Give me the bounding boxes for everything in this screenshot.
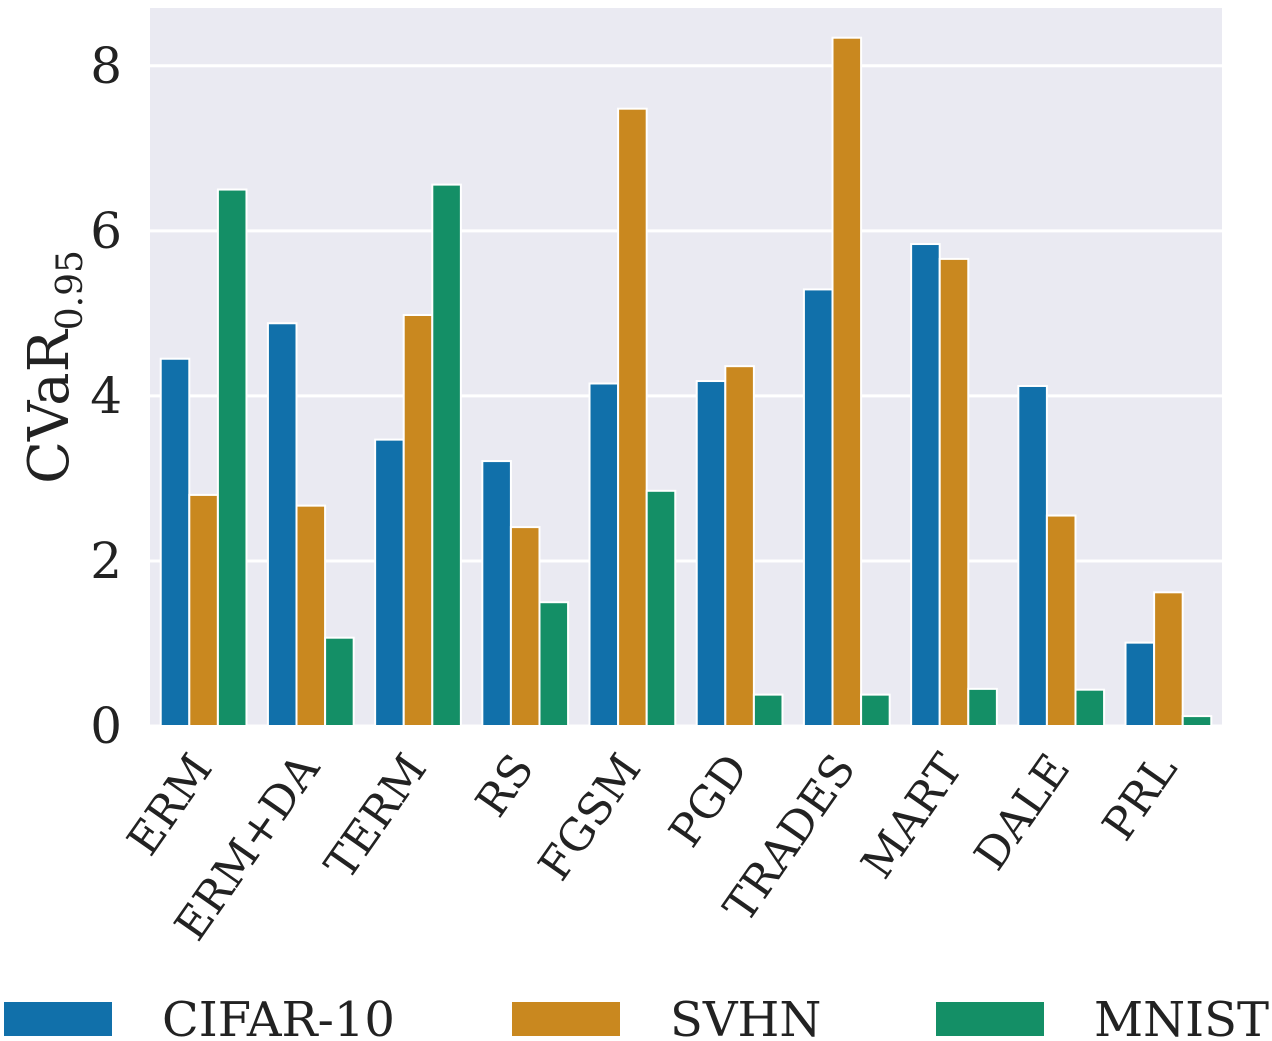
x-tick-label: MART	[852, 745, 973, 888]
y-tick-labels: 0 2 4 6 8	[90, 37, 122, 755]
bar-svhn-fgsm	[617, 107, 648, 727]
bar-svhn-erm	[188, 493, 219, 727]
legend-swatch-cifar-10	[4, 1002, 112, 1036]
bar-svhn-term	[402, 314, 434, 727]
x-tick-label: RS	[466, 745, 544, 826]
bar-cifar-10-erm+da	[266, 322, 298, 727]
bar-mnist-prl	[1181, 715, 1213, 728]
bar-mnist-erm	[216, 188, 248, 727]
bar-mnist-mart	[967, 687, 998, 727]
legend-label: MNIST	[1094, 992, 1269, 1041]
x-tick-label: FGSM	[529, 745, 652, 890]
legend-label: CIFAR-10	[162, 992, 395, 1041]
x-tick-label: ERM	[118, 745, 223, 865]
x-tick-label: TERM	[315, 745, 437, 889]
bar-svhn-mart	[938, 257, 970, 727]
legend: CIFAR-10 SVHN MNIST	[4, 992, 1269, 1041]
bar-cifar-10-erm	[159, 357, 191, 727]
bar-svhn-dale	[1045, 514, 1077, 727]
bar-cifar-10-term	[374, 438, 405, 727]
legend-swatch-mnist	[936, 1002, 1044, 1036]
bar-mnist-term	[431, 183, 462, 727]
bar-mnist-trades	[860, 693, 891, 728]
bar-svhn-trades	[831, 36, 863, 728]
bar-cifar-10-dale	[1017, 384, 1048, 727]
y-tick-label: 2	[90, 532, 122, 590]
y-tick-label: 4	[90, 367, 122, 425]
x-tick-label: PRL	[1093, 745, 1188, 850]
bar-mnist-pgd	[752, 693, 784, 728]
bar-svhn-rs	[509, 526, 541, 728]
y-tick-label: 0	[90, 697, 122, 755]
bar-mnist-erm+da	[324, 636, 355, 728]
bar-mnist-fgsm	[645, 489, 677, 727]
bar-svhn-prl	[1153, 591, 1184, 728]
bar-cifar-10-prl	[1124, 641, 1156, 728]
bar-cifar-10-trades	[802, 288, 834, 727]
y-axis-label: CVaR0.95	[17, 250, 91, 484]
bar-cifar-10-mart	[910, 243, 941, 727]
y-axis-label-main: CVaR	[17, 328, 82, 484]
bar-mnist-rs	[538, 601, 570, 728]
legend-swatch-svhn	[512, 1002, 620, 1036]
y-tick-label: 6	[90, 202, 122, 260]
legend-label: SVHN	[670, 992, 821, 1041]
bar-cifar-10-fgsm	[588, 382, 620, 727]
y-axis-label-subscript: 0.95	[50, 250, 91, 330]
x-tick-label: PGD	[659, 745, 758, 856]
bar-svhn-pgd	[724, 365, 755, 727]
bars	[159, 36, 1213, 728]
bar-cifar-10-pgd	[695, 380, 727, 727]
bar-cifar-10-rs	[481, 460, 512, 727]
bar-svhn-erm+da	[295, 504, 327, 728]
y-tick-label: 8	[90, 37, 122, 95]
bar-mnist-dale	[1074, 688, 1106, 728]
x-tick-label: DALE	[965, 745, 1080, 879]
